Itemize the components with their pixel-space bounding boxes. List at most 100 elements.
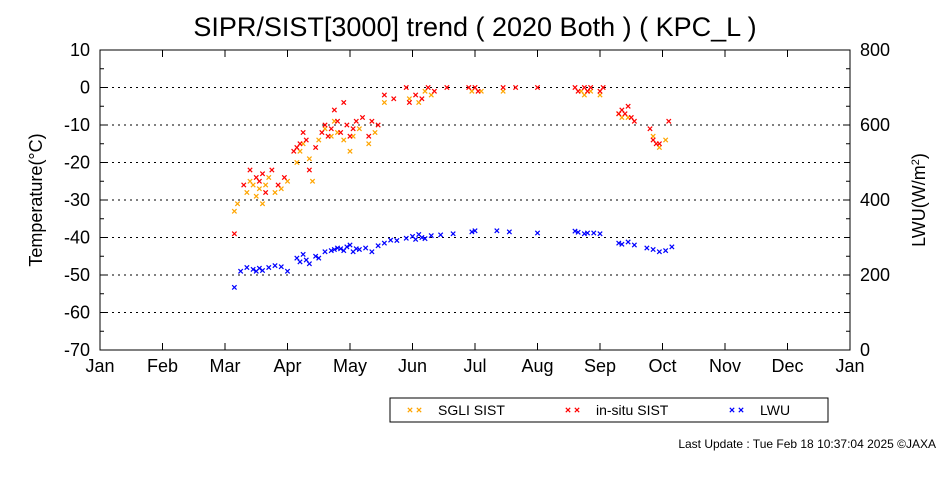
data-point <box>403 235 409 241</box>
data-point <box>316 137 322 143</box>
data-point <box>356 246 362 253</box>
data-point <box>359 114 366 121</box>
data-point <box>500 84 506 91</box>
data-point <box>316 255 322 261</box>
data-point <box>234 201 241 207</box>
data-point <box>625 103 631 109</box>
data-point <box>413 236 419 242</box>
data-point <box>231 231 237 237</box>
data-point <box>263 189 269 196</box>
data-point <box>356 126 362 132</box>
x-tick-label: Dec <box>771 356 803 376</box>
data-point <box>394 237 400 244</box>
data-point <box>619 241 625 247</box>
data-point <box>334 118 341 124</box>
data-point <box>366 133 372 139</box>
data-point <box>306 156 312 162</box>
data-point <box>278 264 284 270</box>
y-tick-label: -20 <box>64 153 90 173</box>
x-tick-label: May <box>333 356 367 376</box>
data-point <box>391 96 397 102</box>
x-tick-label: Jan <box>835 356 864 376</box>
legend-marker <box>574 407 580 413</box>
data-point <box>597 231 603 237</box>
data-point <box>575 229 581 235</box>
legend-marker <box>565 407 571 413</box>
data-point <box>269 167 275 173</box>
data-point <box>297 141 303 147</box>
data-point <box>625 239 631 245</box>
data-point <box>413 92 419 98</box>
data-point <box>350 126 356 132</box>
y2-tick-label: 400 <box>860 190 890 210</box>
data-point <box>663 137 669 143</box>
data-point <box>419 96 425 102</box>
data-point <box>275 182 281 188</box>
data-point <box>506 229 512 235</box>
data-point <box>669 244 675 250</box>
data-point <box>663 248 669 254</box>
data-point <box>494 228 500 234</box>
y-tick-label: 0 <box>80 78 90 98</box>
data-point <box>600 84 606 91</box>
data-point <box>534 230 541 236</box>
x-tick-label: Jul <box>463 356 486 376</box>
data-point <box>450 231 456 237</box>
data-point <box>300 251 306 257</box>
data-point <box>244 189 250 196</box>
data-point <box>513 84 519 91</box>
data-point <box>313 253 319 259</box>
data-point <box>297 259 303 265</box>
x-tick-label: Apr <box>273 356 301 376</box>
data-point <box>388 237 394 243</box>
data-point <box>575 88 581 94</box>
legend-label: LWU <box>760 402 790 418</box>
data-point <box>347 242 353 248</box>
data-point <box>231 208 237 214</box>
data-point <box>272 263 278 269</box>
data-points <box>231 84 675 290</box>
data-point <box>263 182 269 188</box>
data-point <box>381 99 387 106</box>
data-point <box>588 84 594 91</box>
data-point <box>331 107 337 113</box>
x-tick-label: Oct <box>648 356 676 376</box>
data-point <box>616 240 622 246</box>
x-axis: Jan Feb Mar Apr May Jun Jul Aug Sep Oct Nov Dec Jan <box>85 50 865 376</box>
data-point <box>591 230 597 236</box>
y-tick-label: -30 <box>64 190 90 210</box>
data-point <box>238 268 244 274</box>
x-tick-label: Nov <box>709 356 741 376</box>
data-point <box>341 99 347 106</box>
legend-marker <box>416 407 422 413</box>
legend: SGLI SIST in-situ SIST LWU <box>389 397 829 423</box>
last-update-footer: Last Update : Tue Feb 18 10:37:04 2025 ©… <box>678 437 936 451</box>
data-point <box>622 111 628 117</box>
data-point <box>284 268 291 274</box>
data-point <box>444 84 450 91</box>
data-point <box>466 84 472 91</box>
y-axis-right: 800 600 400 200 0 <box>843 40 890 360</box>
x-tick-label: Mar <box>210 356 241 376</box>
data-point <box>338 129 344 136</box>
data-point <box>328 248 334 254</box>
y-axis-right-label: LWU(W/m2) <box>909 153 929 247</box>
y-axis-right-label-end: ) <box>909 153 929 159</box>
y2-tick-label: 600 <box>860 115 890 135</box>
data-point <box>322 122 328 128</box>
data-point <box>369 249 375 255</box>
data-point <box>244 264 250 271</box>
y-tick-label: -70 <box>64 340 90 360</box>
y-tick-label: 10 <box>70 40 90 60</box>
legend-label: in-situ SIST <box>596 402 669 418</box>
data-point <box>534 84 541 91</box>
legend-marker <box>738 407 744 413</box>
data-point <box>259 201 266 207</box>
data-point <box>319 129 325 136</box>
chart-title: SIPR/SIST[3000] trend ( 2020 Both ) ( KP… <box>193 12 756 42</box>
x-tick-label: Sep <box>584 356 616 376</box>
data-point <box>469 229 475 235</box>
data-point <box>344 122 350 128</box>
data-point <box>256 186 262 192</box>
legend-entry: in-situ SIST <box>565 402 669 418</box>
